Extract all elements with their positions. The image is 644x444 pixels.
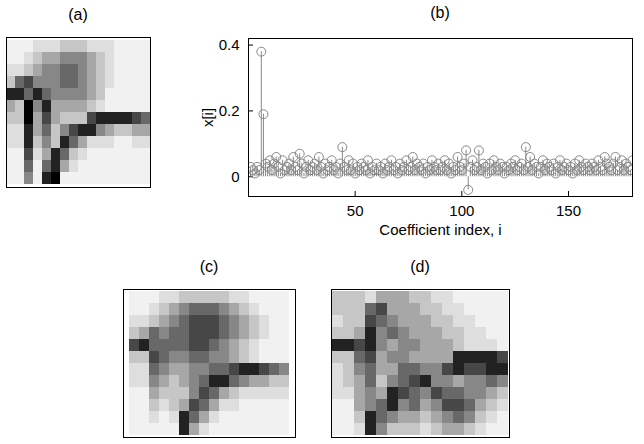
svg-text:50: 50 [347,202,364,219]
svg-text:0: 0 [231,168,239,185]
html-text:(d): (d) [410,258,430,275]
html-text:(a): (a) [68,6,88,23]
svg-text:150: 150 [556,202,581,219]
svg-text:x[i]: x[i] [199,108,216,127]
svg-text:Coefficient index, i: Coefficient index, i [379,221,501,238]
svg-text:0.2: 0.2 [219,102,240,119]
svg-text:100: 100 [449,202,474,219]
html-text:(c): (c) [199,258,219,275]
html-text:(b): (b) [430,4,450,21]
svg-text:0.4: 0.4 [219,36,240,53]
